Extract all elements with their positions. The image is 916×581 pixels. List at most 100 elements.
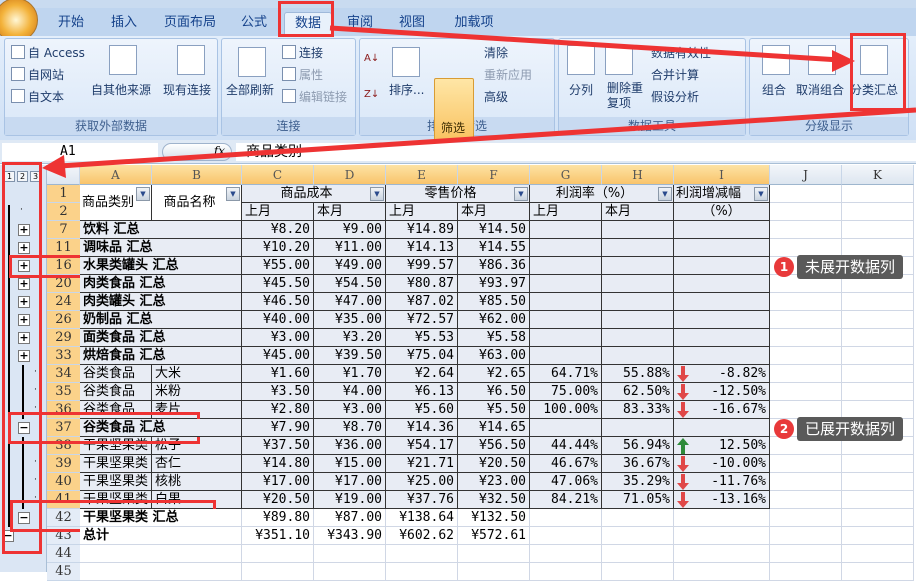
cell-G[interactable] (530, 275, 602, 293)
cell-G[interactable] (530, 419, 602, 437)
advanced-button[interactable]: 高级 (484, 90, 509, 104)
cell-F[interactable]: ¥56.50 (458, 437, 530, 455)
cell-C[interactable]: ¥14.80 (242, 455, 314, 473)
cell-I[interactable]: -11.76% (674, 473, 770, 491)
empty-cell[interactable] (770, 203, 842, 221)
cell-E[interactable]: ¥14.89 (386, 221, 458, 239)
cell-F[interactable]: ¥5.58 (458, 329, 530, 347)
cell-F[interactable]: ¥86.36 (458, 257, 530, 275)
cell-A[interactable]: 烘焙食品 汇总 (80, 347, 242, 365)
cell-A[interactable]: 肉类罐头 汇总 (80, 293, 242, 311)
cell-D[interactable]: ¥4.00 (314, 383, 386, 401)
cell-G[interactable] (530, 293, 602, 311)
row-header[interactable]: 39 (47, 455, 80, 473)
tab-view[interactable]: 视图 (398, 15, 425, 30)
sort-asc-icon[interactable]: A↓ (364, 53, 380, 64)
cell-H[interactable] (602, 563, 674, 581)
cell-E[interactable]: ¥5.53 (386, 329, 458, 347)
cell-H[interactable] (602, 293, 674, 311)
empty-cell[interactable] (842, 437, 914, 455)
tab-page-layout[interactable]: 页面布局 (163, 15, 216, 30)
cell-D[interactable]: ¥3.20 (314, 329, 386, 347)
cell-B[interactable]: 米粉 (152, 383, 242, 401)
cell-E[interactable]: ¥14.36 (386, 419, 458, 437)
cell-I[interactable] (674, 239, 770, 257)
cell-H[interactable] (602, 419, 674, 437)
cell-C[interactable] (242, 563, 314, 581)
cell-E[interactable]: ¥138.64 (386, 509, 458, 527)
cell-F[interactable]: ¥14.50 (458, 221, 530, 239)
cell-A[interactable]: 饮料 汇总 (80, 221, 242, 239)
cell-C[interactable]: ¥3.00 (242, 329, 314, 347)
cell-E[interactable]: ¥80.87 (386, 275, 458, 293)
cell-G[interactable]: 75.00% (530, 383, 602, 401)
reapply-button[interactable]: 重新应用 (484, 68, 533, 82)
cell-I[interactable] (674, 275, 770, 293)
empty-cell[interactable] (770, 221, 842, 239)
cell-D[interactable]: ¥39.50 (314, 347, 386, 365)
cell-E[interactable]: ¥75.04 (386, 347, 458, 365)
empty-cell[interactable] (770, 473, 842, 491)
tab-review[interactable]: 审阅 (346, 15, 373, 30)
from-web-button[interactable]: 自网站 (11, 66, 64, 83)
cell-F[interactable]: ¥20.50 (458, 455, 530, 473)
cell-E[interactable]: ¥37.76 (386, 491, 458, 509)
cell-F[interactable]: ¥23.00 (458, 473, 530, 491)
row-header[interactable]: 16 (47, 257, 80, 275)
cell-A[interactable]: 肉类食品 汇总 (80, 275, 242, 293)
cell-F[interactable] (458, 545, 530, 563)
cell-C[interactable]: ¥8.20 (242, 221, 314, 239)
empty-cell[interactable] (842, 365, 914, 383)
cell-G[interactable] (530, 329, 602, 347)
cell-B[interactable]: 大米 (152, 365, 242, 383)
cell-D[interactable]: ¥3.00 (314, 401, 386, 419)
column-header-B[interactable]: B (152, 165, 242, 185)
empty-cell[interactable] (770, 545, 842, 563)
cell-G[interactable] (530, 545, 602, 563)
filter-dropdown-cost[interactable]: ▼ (370, 187, 384, 201)
cell-H[interactable] (602, 347, 674, 365)
cell-E[interactable]: ¥25.00 (386, 473, 458, 491)
cell-G[interactable]: 64.71% (530, 365, 602, 383)
cell-D[interactable]: ¥9.00 (314, 221, 386, 239)
column-header-G[interactable]: G (530, 165, 602, 185)
cell-D[interactable]: ¥11.00 (314, 239, 386, 257)
cell-G[interactable] (530, 311, 602, 329)
filter-dropdown-change[interactable]: ▼ (754, 187, 768, 201)
empty-cell[interactable] (842, 473, 914, 491)
cell-A[interactable]: 调味品 汇总 (80, 239, 242, 257)
cell-D[interactable]: ¥36.00 (314, 437, 386, 455)
row-header[interactable]: 29 (47, 329, 80, 347)
row-header[interactable]: 37 (47, 419, 80, 437)
empty-cell[interactable] (770, 329, 842, 347)
cell-G[interactable] (530, 347, 602, 365)
cell-I[interactable] (674, 293, 770, 311)
row-header[interactable]: 33 (47, 347, 80, 365)
cell-C[interactable]: ¥7.90 (242, 419, 314, 437)
cell-G[interactable] (530, 239, 602, 257)
column-header-A[interactable]: A (80, 165, 152, 185)
empty-cell[interactable] (842, 545, 914, 563)
cell-F[interactable]: ¥572.61 (458, 527, 530, 545)
empty-cell[interactable] (842, 563, 914, 581)
row-header[interactable]: 34 (47, 365, 80, 383)
cell-H[interactable]: 83.33% (602, 401, 674, 419)
empty-cell[interactable] (842, 311, 914, 329)
column-header-H[interactable]: H (602, 165, 674, 185)
column-header-K[interactable]: K (842, 165, 914, 185)
cell-C[interactable]: ¥2.80 (242, 401, 314, 419)
cell-I[interactable]: 12.50% (674, 437, 770, 455)
column-header-I[interactable]: I (674, 165, 770, 185)
filter-dropdown-retail[interactable]: ▼ (514, 187, 528, 201)
cell-F[interactable] (458, 563, 530, 581)
empty-cell[interactable] (842, 455, 914, 473)
data-validation-button[interactable]: 数据有效性 (651, 46, 712, 60)
cell-H[interactable] (602, 527, 674, 545)
filter-dropdown-name[interactable]: ▼ (226, 187, 240, 201)
cell-E[interactable]: ¥72.57 (386, 311, 458, 329)
cell-F[interactable]: ¥62.00 (458, 311, 530, 329)
outline-expand-button[interactable]: + (18, 259, 30, 272)
row-header[interactable]: 42 (47, 509, 80, 527)
cell-I[interactable]: -12.50% (674, 383, 770, 401)
cell-H[interactable]: 55.88% (602, 365, 674, 383)
